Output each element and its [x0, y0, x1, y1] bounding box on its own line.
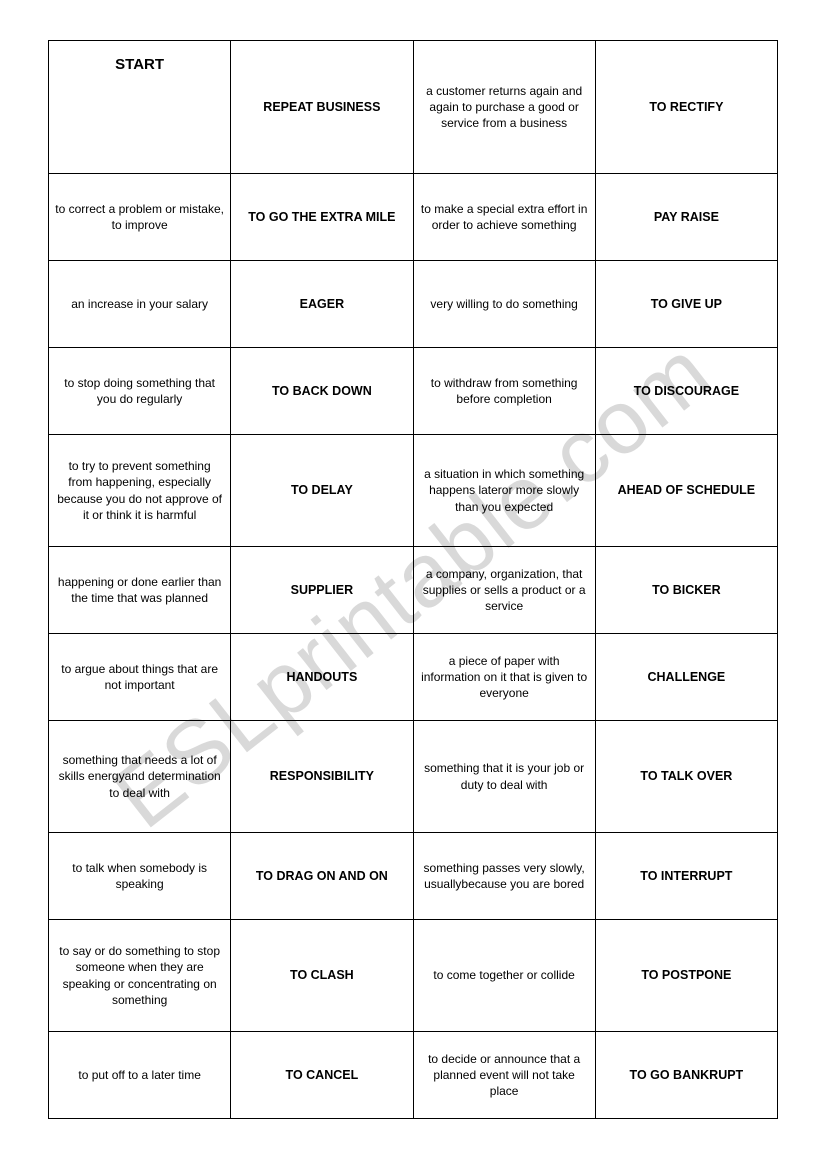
- table-row: happening or done earlier than the time …: [49, 547, 778, 634]
- definition-cell: something that it is your job or duty to…: [413, 721, 595, 833]
- definition-cell: to say or do something to stop someone w…: [49, 920, 231, 1032]
- definition-cell: to try to prevent something from happeni…: [49, 435, 231, 547]
- definition-cell: something that needs a lot of skills ene…: [49, 721, 231, 833]
- page-container: STARTREPEAT BUSINESSa customer returns a…: [0, 0, 826, 1159]
- definition-cell: to talk when somebody is speaking: [49, 833, 231, 920]
- table-row: to argue about things that are not impor…: [49, 634, 778, 721]
- definition-cell: to put off to a later time: [49, 1032, 231, 1119]
- table-row: an increase in your salaryEAGERvery will…: [49, 261, 778, 348]
- term-cell: TO BACK DOWN: [231, 348, 413, 435]
- term-cell: TO CANCEL: [231, 1032, 413, 1119]
- table-row: to stop doing something that you do regu…: [49, 348, 778, 435]
- definition-cell: to argue about things that are not impor…: [49, 634, 231, 721]
- term-cell: TO BICKER: [595, 547, 777, 634]
- definition-cell: a situation in which something happens l…: [413, 435, 595, 547]
- term-cell: TO POSTPONE: [595, 920, 777, 1032]
- vocabulary-table: STARTREPEAT BUSINESSa customer returns a…: [48, 40, 778, 1119]
- definition-cell: to withdraw from something before comple…: [413, 348, 595, 435]
- definition-cell: something passes very slowly, usuallybec…: [413, 833, 595, 920]
- table-row: something that needs a lot of skills ene…: [49, 721, 778, 833]
- term-cell: TO TALK OVER: [595, 721, 777, 833]
- term-cell: TO CLASH: [231, 920, 413, 1032]
- definition-cell: a customer returns again and again to pu…: [413, 41, 595, 174]
- term-cell: EAGER: [231, 261, 413, 348]
- definition-cell: to decide or announce that a planned eve…: [413, 1032, 595, 1119]
- definition-cell: to come together or collide: [413, 920, 595, 1032]
- definition-cell: happening or done earlier than the time …: [49, 547, 231, 634]
- term-cell: CHALLENGE: [595, 634, 777, 721]
- table-row: STARTREPEAT BUSINESSa customer returns a…: [49, 41, 778, 174]
- term-cell: TO DELAY: [231, 435, 413, 547]
- term-cell: TO RECTIFY: [595, 41, 777, 174]
- term-cell: RESPONSIBILITY: [231, 721, 413, 833]
- definition-cell: an increase in your salary: [49, 261, 231, 348]
- start-cell: START: [49, 41, 231, 174]
- table-row: to talk when somebody is speakingTO DRAG…: [49, 833, 778, 920]
- term-cell: PAY RAISE: [595, 174, 777, 261]
- definition-cell: a piece of paper with information on it …: [413, 634, 595, 721]
- definition-cell: to correct a problem or mistake, to impr…: [49, 174, 231, 261]
- table-row: to try to prevent something from happeni…: [49, 435, 778, 547]
- term-cell: TO GO THE EXTRA MILE: [231, 174, 413, 261]
- term-cell: TO DISCOURAGE: [595, 348, 777, 435]
- term-cell: AHEAD OF SCHEDULE: [595, 435, 777, 547]
- table-row: to say or do something to stop someone w…: [49, 920, 778, 1032]
- table-row: to put off to a later timeTO CANCELto de…: [49, 1032, 778, 1119]
- term-cell: TO DRAG ON AND ON: [231, 833, 413, 920]
- term-cell: TO INTERRUPT: [595, 833, 777, 920]
- term-cell: REPEAT BUSINESS: [231, 41, 413, 174]
- definition-cell: very willing to do something: [413, 261, 595, 348]
- term-cell: TO GO BANKRUPT: [595, 1032, 777, 1119]
- definition-cell: to make a special extra effort in order …: [413, 174, 595, 261]
- definition-cell: to stop doing something that you do regu…: [49, 348, 231, 435]
- table-row: to correct a problem or mistake, to impr…: [49, 174, 778, 261]
- definition-cell: a company, organization, that supplies o…: [413, 547, 595, 634]
- term-cell: HANDOUTS: [231, 634, 413, 721]
- term-cell: SUPPLIER: [231, 547, 413, 634]
- term-cell: TO GIVE UP: [595, 261, 777, 348]
